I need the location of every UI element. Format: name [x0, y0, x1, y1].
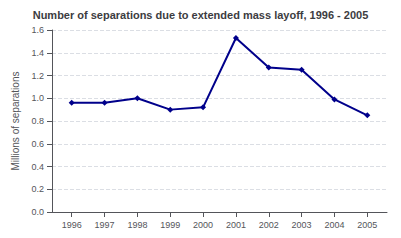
svg-text:Millions of separations: Millions of separations: [10, 72, 21, 171]
svg-text:0.2: 0.2: [31, 184, 44, 194]
svg-text:1.0: 1.0: [31, 93, 44, 103]
svg-text:2005: 2005: [357, 220, 377, 230]
svg-text:1.6: 1.6: [31, 25, 44, 35]
svg-text:1997: 1997: [95, 220, 115, 230]
svg-text:1.2: 1.2: [31, 71, 44, 81]
svg-text:2003: 2003: [292, 220, 312, 230]
svg-text:Number of separations due to e: Number of separations due to extended ma…: [33, 9, 369, 21]
svg-text:1999: 1999: [160, 220, 180, 230]
svg-text:2002: 2002: [259, 220, 279, 230]
svg-text:2000: 2000: [193, 220, 213, 230]
svg-text:2004: 2004: [324, 220, 344, 230]
svg-text:1998: 1998: [127, 220, 147, 230]
svg-text:0.4: 0.4: [31, 162, 44, 172]
svg-text:0.0: 0.0: [31, 207, 44, 217]
svg-text:0.8: 0.8: [31, 116, 44, 126]
svg-text:1.4: 1.4: [31, 48, 44, 58]
svg-text:1996: 1996: [62, 220, 82, 230]
svg-text:2001: 2001: [226, 220, 246, 230]
svg-text:0.6: 0.6: [31, 139, 44, 149]
